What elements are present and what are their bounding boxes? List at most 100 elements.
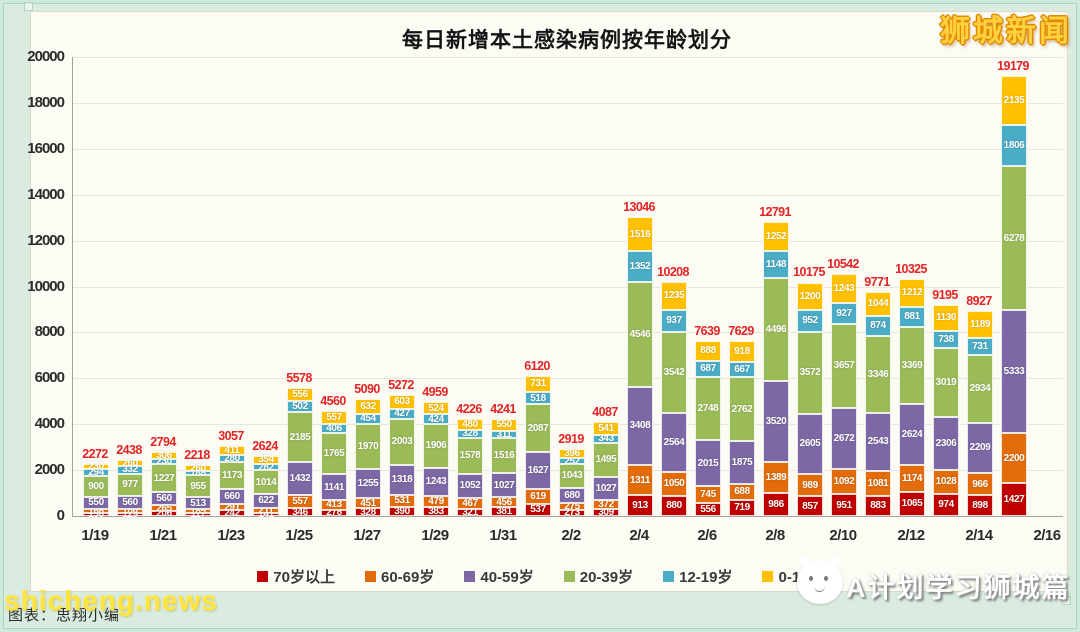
y-tick-label: 6000 <box>34 369 65 387</box>
segment-value-label: 1765 <box>323 448 345 460</box>
bar-segment: 390 <box>389 506 415 518</box>
bar-segment: 1243 <box>423 467 449 497</box>
y-tick-label: 20000 <box>27 48 65 65</box>
bar-total-label: 4226 <box>456 402 482 416</box>
bar-segment: 306 <box>151 450 177 460</box>
bar-segment: 2185 <box>287 412 313 463</box>
bar-segment: 1050 <box>661 471 687 496</box>
segment-value-label: 328 <box>462 428 478 440</box>
bar-segment: 1243 <box>831 274 857 303</box>
bar-total-label: 5578 <box>286 370 312 385</box>
segment-value-label: 502 <box>292 401 308 413</box>
bar-segment: 966 <box>967 473 993 496</box>
segment-value-label: 265 <box>156 502 172 514</box>
segment-value-label: 541 <box>598 422 614 434</box>
bar-segment: 406 <box>321 424 347 434</box>
bar-total-label: 4959 <box>422 385 448 400</box>
bar-total-label: 9195 <box>932 287 958 302</box>
segment-value-label: 328 <box>360 506 376 518</box>
bar-segment: 2748 <box>695 376 721 440</box>
bar-segment: 927 <box>831 302 857 324</box>
bar-segment: 5333 <box>1001 310 1027 433</box>
segment-value-label: 719 <box>734 502 750 514</box>
bar-segment: 3542 <box>661 331 687 413</box>
segment-value-label: 900 <box>88 480 104 492</box>
segment-value-label: 557 <box>292 496 308 508</box>
segment-value-label: 1212 <box>901 287 923 299</box>
segment-value-label: 550 <box>496 419 512 431</box>
bar-segment: 381 <box>491 507 517 517</box>
segment-value-label: 3019 <box>935 377 957 388</box>
chart-title: 每日新增本土感染病例按年龄划分 <box>402 29 732 52</box>
segment-value-label: 603 <box>394 396 410 408</box>
y-tick-label: 2000 <box>34 461 65 479</box>
x-tick-label: 2/10 <box>829 527 857 544</box>
segment-value-label: 273 <box>564 507 580 519</box>
segment-value-label: 1092 <box>833 476 855 488</box>
segment-value-label: 424 <box>428 413 444 425</box>
x-tick-label: 1/25 <box>285 527 313 544</box>
bar-total-label: 2794 <box>150 434 176 449</box>
bar-segment: 2209 <box>967 422 993 474</box>
segment-value-label: 1050 <box>663 478 685 490</box>
segment-value-label: 2934 <box>969 383 991 395</box>
segment-value-label: 1352 <box>629 261 651 273</box>
bar-segment: 4546 <box>627 282 653 387</box>
bar-segment: 383 <box>423 507 449 517</box>
segment-value-label: 531 <box>394 495 410 507</box>
bar-total-label: 10175 <box>793 265 825 280</box>
bar-segment: 1235 <box>661 281 687 311</box>
legend-item: 12-19岁 <box>663 566 732 587</box>
segment-value-label: 560 <box>156 493 172 505</box>
legend-label: 12-19岁 <box>679 569 733 586</box>
segment-value-label: 1432 <box>289 473 311 485</box>
x-tick-label: 1/27 <box>353 527 381 544</box>
bar-segment: 955 <box>185 475 211 498</box>
segment-value-label: 888 <box>700 345 716 357</box>
bar-segment: 280 <box>219 454 245 464</box>
segment-value-label: 321 <box>462 506 478 518</box>
bar-segment: 857 <box>797 496 823 516</box>
segment-value-label: 874 <box>870 320 886 332</box>
segment-value-label: 1052 <box>459 480 481 492</box>
bar-segment: 2543 <box>865 412 891 471</box>
segment-value-label: 4546 <box>629 329 651 341</box>
segment-value-label: 1028 <box>935 476 957 488</box>
bar-segment: 230 <box>151 457 177 467</box>
bar-segment: 557 <box>321 411 347 425</box>
segment-value-label: 390 <box>394 506 410 518</box>
segment-value-label: 411 <box>224 445 240 457</box>
x-tick-label: 2/2 <box>561 527 581 544</box>
bar-segment: 1174 <box>899 464 925 492</box>
bar-segment: 479 <box>423 496 449 508</box>
bar-segment: 273 <box>559 507 585 519</box>
bar-total-label: 8927 <box>966 294 992 309</box>
x-tick-label: 2/16 <box>1033 527 1061 544</box>
bar-segment: 454 <box>355 413 381 425</box>
bar-segment: 1427 <box>1001 483 1027 516</box>
x-tick-label: 1/21 <box>149 527 177 544</box>
segment-value-label: 1081 <box>867 477 889 489</box>
bar-segment: 1352 <box>627 251 653 283</box>
bar-segment: 129 <box>117 510 143 520</box>
bar-segment: 687 <box>695 361 721 377</box>
bar-segment: 321 <box>457 506 483 518</box>
bar-segment: 1148 <box>763 251 789 278</box>
segment-value-label: 974 <box>938 499 954 511</box>
segment-value-label: 3657 <box>833 360 855 372</box>
segment-value-label: 332 <box>122 464 138 476</box>
segment-value-label: 1044 <box>867 298 889 310</box>
segment-value-label: 977 <box>122 479 138 491</box>
segment-value-label: 1243 <box>833 282 855 294</box>
bar-segment: 874 <box>865 315 891 336</box>
bar-segment: 977 <box>117 473 143 497</box>
segment-value-label: 1806 <box>1003 140 1025 152</box>
bar-total-label: 7639 <box>694 323 720 338</box>
bar-segment: 1806 <box>1001 124 1027 167</box>
segment-value-label: 955 <box>190 480 206 492</box>
bar-segment: 2672 <box>831 407 857 470</box>
segment-value-label: 898 <box>972 500 988 512</box>
segment-value-label: 3572 <box>799 367 821 379</box>
segment-value-label: 346 <box>292 506 308 518</box>
segment-value-label: 2209 <box>969 442 991 454</box>
